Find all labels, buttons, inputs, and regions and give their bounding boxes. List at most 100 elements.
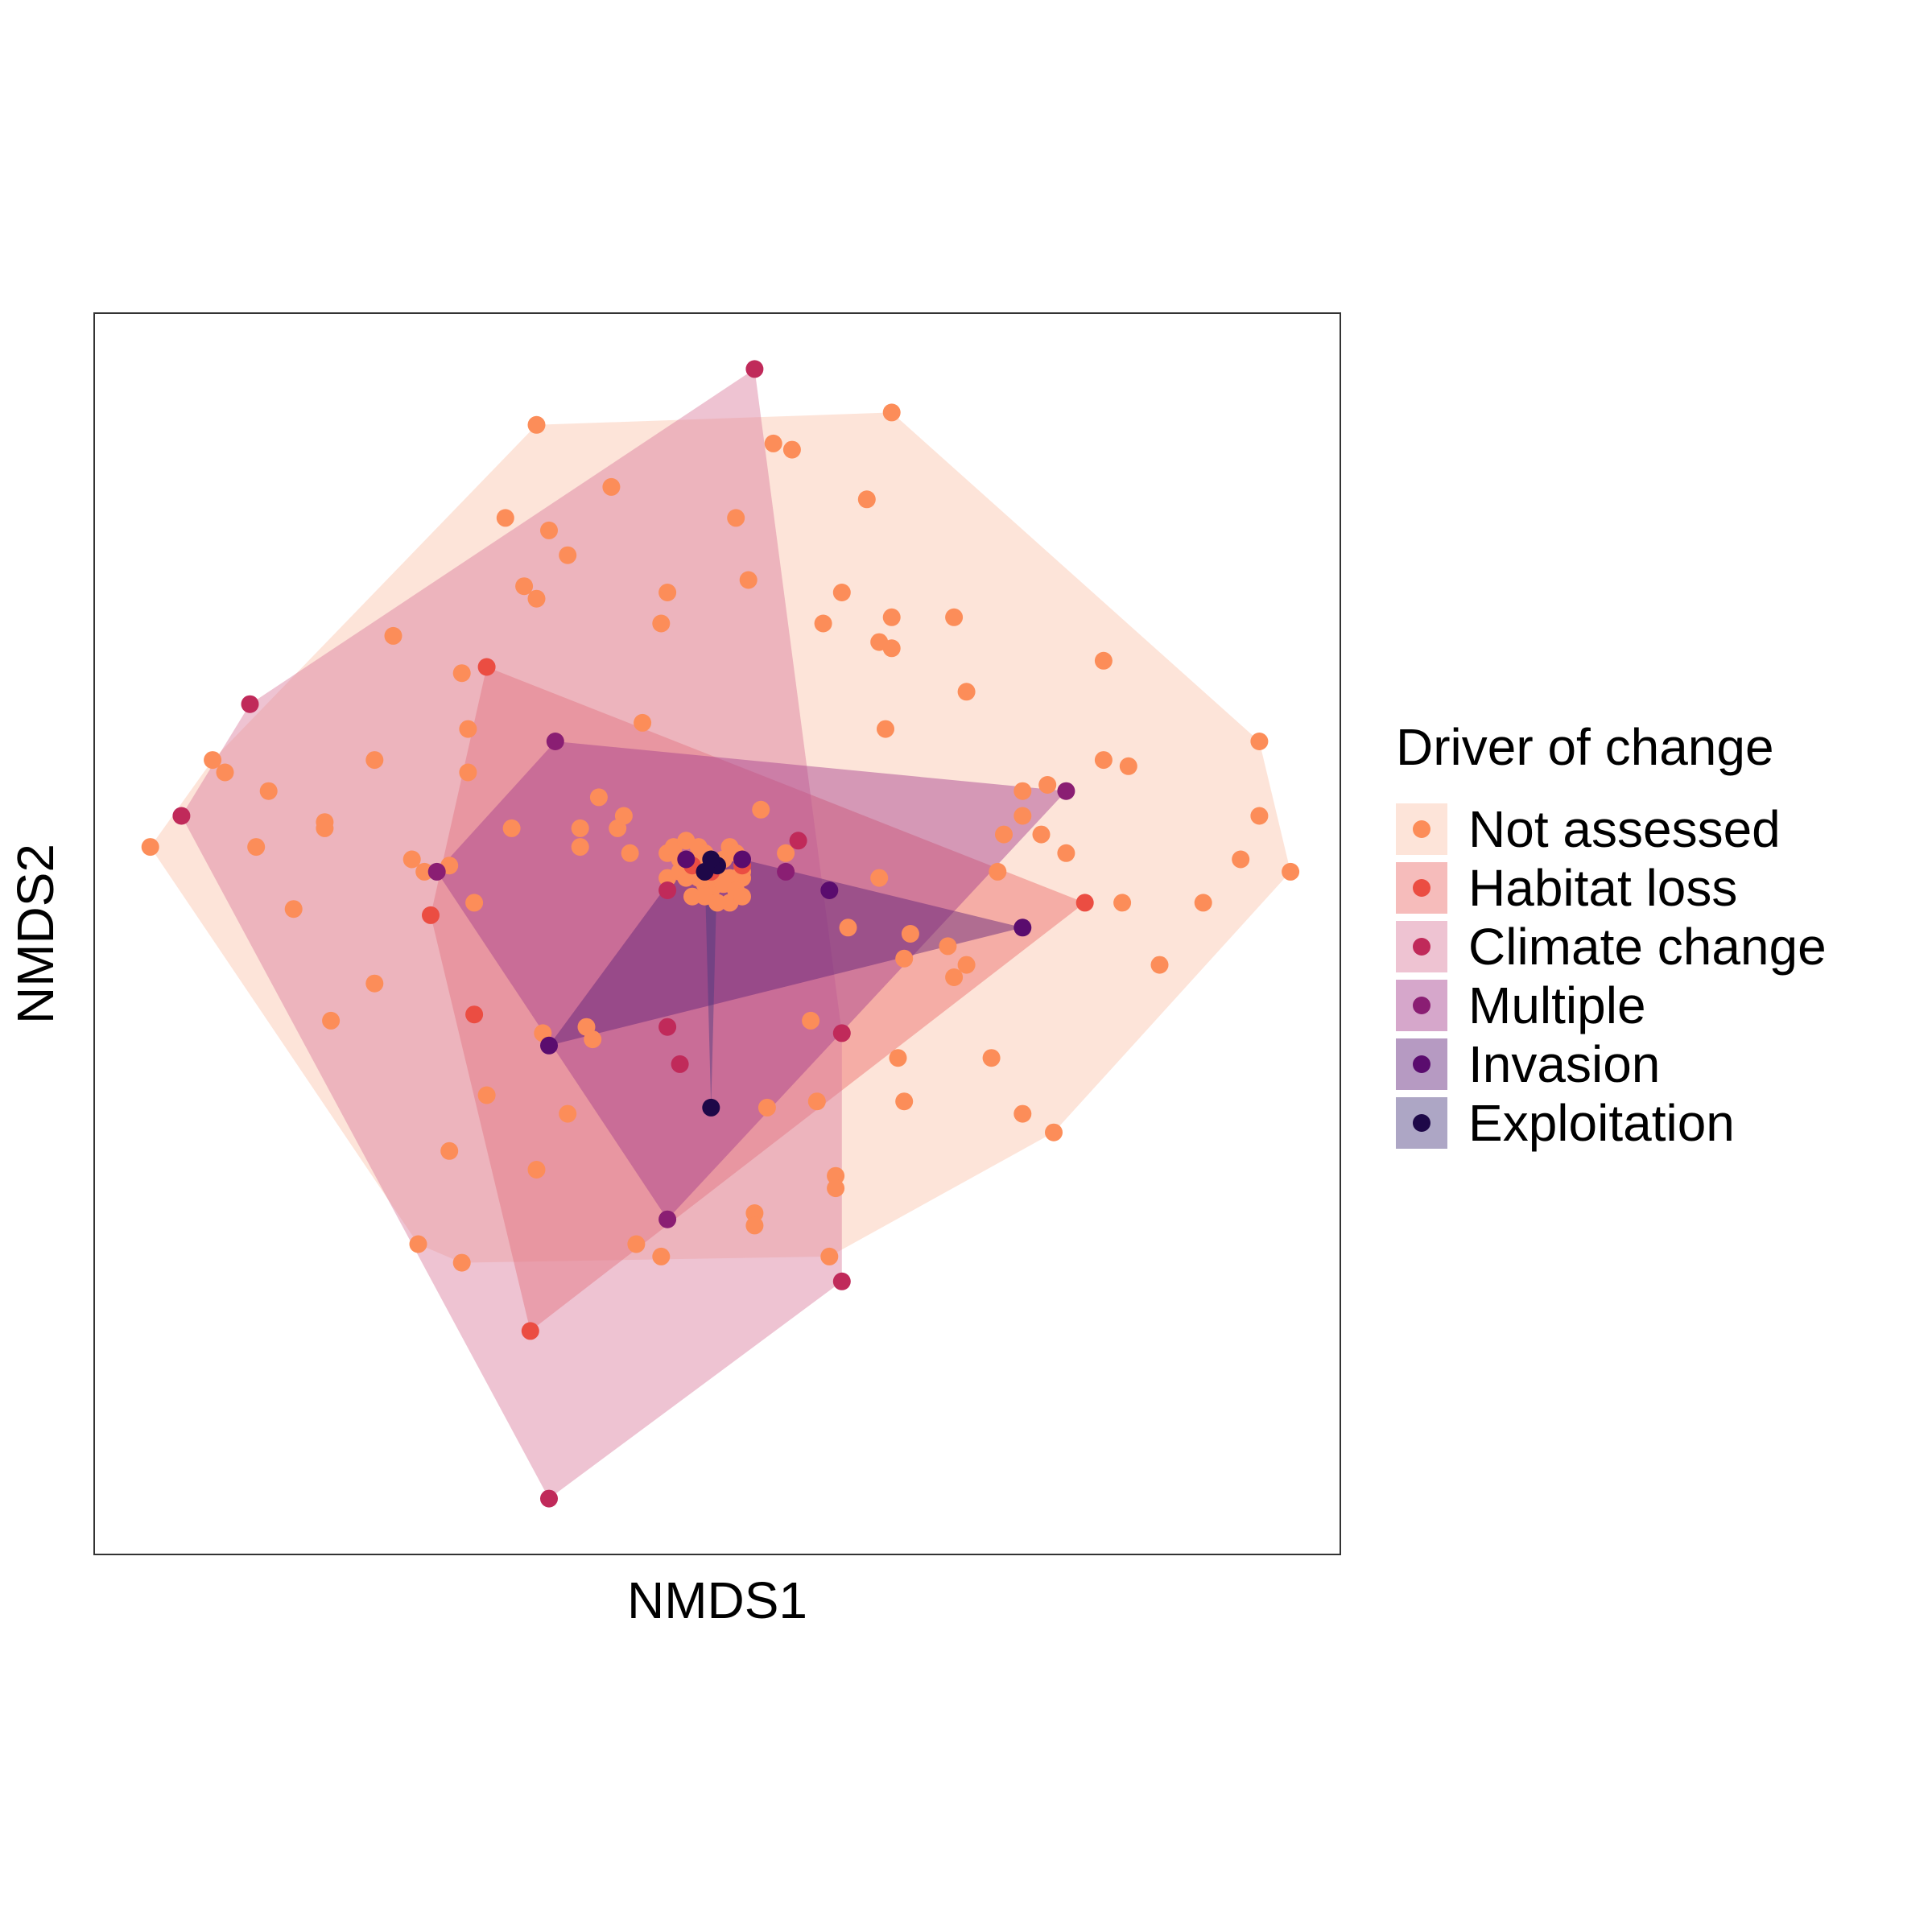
- point-not-assessed: [440, 1141, 459, 1160]
- point-climate-change: [172, 807, 191, 825]
- legend-dot-invasion: [1413, 1055, 1430, 1073]
- point-multiple: [777, 862, 795, 881]
- point-not-assessed: [1194, 894, 1212, 912]
- point-climate-change: [540, 1489, 558, 1508]
- legend-label-not-assessed: Not assessed: [1468, 800, 1781, 858]
- point-not-assessed: [316, 819, 334, 837]
- point-not-assessed: [832, 584, 851, 601]
- point-not-assessed: [452, 1253, 471, 1272]
- point-not-assessed: [957, 956, 976, 974]
- point-not-assessed: [259, 782, 278, 800]
- hull-not-assessed: [150, 412, 1291, 1263]
- point-not-assessed: [284, 900, 303, 919]
- point-not-assessed: [571, 819, 589, 837]
- series-invasion: [540, 850, 1032, 1055]
- point-not-assessed: [827, 1166, 845, 1185]
- legend-label-multiple: Multiple: [1468, 976, 1646, 1034]
- legend-item-not-assessed: Not assessed: [1396, 800, 1781, 858]
- legend-dot-habitat-loss: [1413, 879, 1430, 897]
- point-invasion: [820, 881, 839, 899]
- point-not-assessed: [571, 838, 589, 857]
- point-not-assessed: [216, 763, 234, 782]
- point-not-assessed: [1013, 807, 1032, 825]
- point-not-assessed: [945, 608, 964, 626]
- point-not-assessed: [559, 546, 577, 564]
- point-multiple: [546, 733, 564, 750]
- point-not-assessed: [957, 683, 976, 701]
- point-not-assessed: [982, 1049, 1001, 1067]
- point-not-assessed: [802, 1011, 820, 1030]
- hull-exploitation: [704, 859, 717, 1108]
- point-not-assessed: [758, 1098, 776, 1117]
- legend-label-habitat-loss: Habitat loss: [1468, 859, 1737, 917]
- point-not-assessed: [1250, 733, 1269, 750]
- point-not-assessed: [782, 440, 801, 459]
- point-not-assessed: [322, 1011, 341, 1030]
- point-not-assessed: [1094, 651, 1113, 670]
- legend-dot-climate-change: [1413, 938, 1430, 956]
- point-not-assessed: [459, 720, 477, 738]
- point-invasion: [733, 850, 751, 869]
- point-not-assessed: [141, 838, 159, 857]
- point-not-assessed: [459, 763, 477, 782]
- legend-item-climate-change: Climate change: [1396, 918, 1827, 976]
- point-not-assessed: [807, 1092, 826, 1111]
- point-habitat-loss: [422, 906, 440, 924]
- point-not-assessed: [652, 1247, 671, 1265]
- point-not-assessed: [764, 434, 782, 452]
- point-climate-change: [745, 360, 764, 378]
- legend-label-exploitation: Exploitation: [1468, 1094, 1735, 1152]
- point-not-assessed: [739, 571, 758, 589]
- point-not-assessed: [559, 1104, 577, 1123]
- point-not-assessed: [1150, 956, 1169, 974]
- point-not-assessed: [733, 887, 751, 906]
- point-climate-change: [832, 1272, 851, 1290]
- x-axis-label: NMDS1: [627, 1571, 807, 1629]
- point-climate-change: [658, 1018, 677, 1036]
- point-not-assessed: [895, 1092, 914, 1111]
- point-not-assessed: [204, 751, 222, 770]
- point-not-assessed: [477, 1086, 496, 1104]
- point-not-assessed: [627, 1235, 646, 1253]
- point-not-assessed: [496, 509, 514, 527]
- point-not-assessed: [814, 614, 832, 633]
- point-multiple: [1057, 782, 1075, 800]
- point-not-assessed: [515, 577, 534, 596]
- point-not-assessed: [727, 509, 745, 527]
- legend-item-invasion: Invasion: [1396, 1035, 1660, 1093]
- series-multiple: [427, 733, 1075, 1228]
- point-not-assessed: [882, 639, 901, 658]
- point-not-assessed: [1038, 776, 1057, 794]
- point-not-assessed: [402, 850, 421, 869]
- point-not-assessed: [995, 825, 1013, 844]
- point-not-assessed: [1282, 862, 1300, 881]
- point-not-assessed: [877, 720, 894, 738]
- hull-layer: [150, 369, 1291, 1499]
- point-not-assessed: [634, 713, 652, 732]
- point-invasion: [1013, 919, 1032, 937]
- point-not-assessed: [365, 974, 384, 993]
- point-climate-change: [671, 1055, 689, 1073]
- point-habitat-loss: [477, 658, 496, 676]
- legend-item-exploitation: Exploitation: [1396, 1094, 1735, 1152]
- point-climate-change: [658, 881, 677, 899]
- point-habitat-loss: [521, 1322, 539, 1340]
- point-not-assessed: [745, 1204, 764, 1222]
- point-not-assessed: [939, 937, 957, 956]
- point-not-assessed: [409, 1235, 427, 1253]
- series-exploitation: [696, 850, 726, 1117]
- point-not-assessed: [1013, 782, 1032, 800]
- point-climate-change: [241, 695, 259, 713]
- point-not-assessed: [589, 788, 608, 807]
- point-not-assessed: [365, 751, 384, 770]
- point-not-assessed: [527, 589, 546, 608]
- point-not-assessed: [1113, 894, 1132, 912]
- point-not-assessed: [658, 584, 677, 601]
- point-not-assessed: [452, 664, 471, 683]
- point-not-assessed: [901, 925, 919, 943]
- y-axis-label: NMDS2: [6, 844, 64, 1024]
- hull-invasion: [549, 859, 1023, 1046]
- point-climate-change: [832, 1024, 851, 1042]
